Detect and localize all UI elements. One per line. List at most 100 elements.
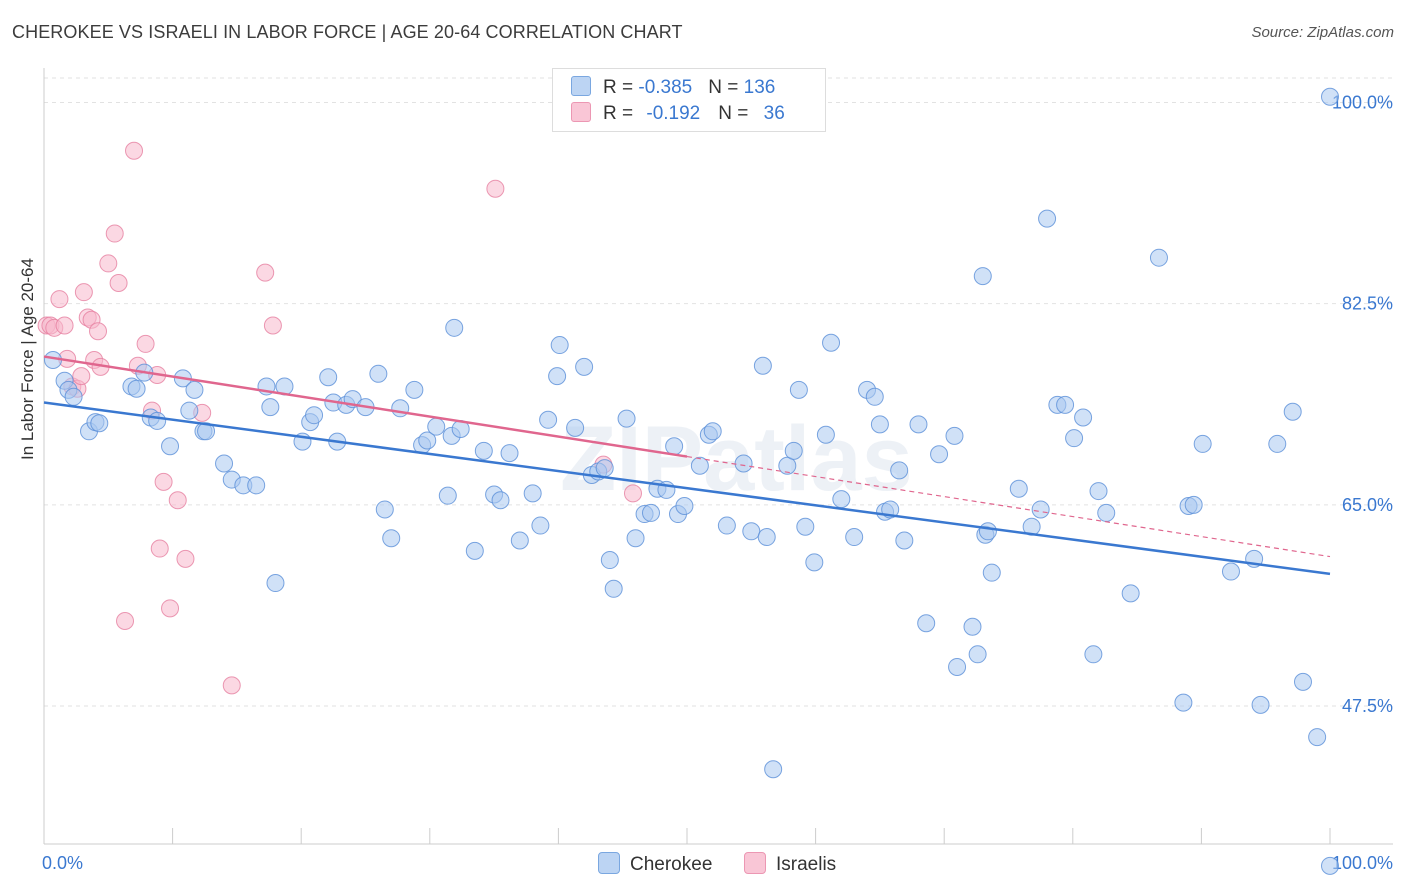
cherokee-point <box>665 437 684 456</box>
israeli-point <box>263 316 282 335</box>
israeli-point <box>55 316 74 335</box>
cherokee-point <box>1308 728 1327 747</box>
legend-r-label: R = <box>603 77 639 98</box>
cherokee-point <box>1184 495 1203 514</box>
cherokee-point <box>375 500 394 519</box>
israeli-point <box>116 611 135 630</box>
bottom-legend-cherokee: Cherokee <box>598 852 712 876</box>
cherokee-point <box>973 267 992 286</box>
cherokee-point <box>1174 693 1193 712</box>
legend-n-label: N = <box>708 77 744 98</box>
cherokee-point <box>566 418 585 437</box>
cherokee-point <box>382 529 401 548</box>
cherokee-point <box>197 422 216 441</box>
israeli-point <box>89 322 108 341</box>
cherokee-point <box>161 437 180 456</box>
israeli-swatch <box>571 102 591 122</box>
chart-title: CHEROKEE VS ISRAELI IN LABOR FORCE | AGE… <box>12 22 683 42</box>
cherokee-point <box>261 398 280 417</box>
cherokee-point <box>1056 395 1075 414</box>
cherokee-point <box>675 497 694 516</box>
legend-n-value: 36 <box>763 103 785 124</box>
cherokee-point <box>491 491 510 510</box>
cherokee-point <box>127 379 146 398</box>
gridlines <box>44 77 1394 707</box>
cherokee-point <box>757 528 776 547</box>
cherokee-point <box>789 380 808 399</box>
cherokee-swatch <box>571 76 591 96</box>
israeli-point <box>168 491 187 510</box>
cherokee-point <box>445 318 464 337</box>
cherokee-point <box>1251 695 1270 714</box>
cherokee-point <box>1009 479 1028 498</box>
israeli-point <box>109 273 128 292</box>
legend-r-label: R = <box>603 103 639 124</box>
cherokee-point <box>595 459 614 478</box>
y-axis-label: In Labor Force | Age 20-64 <box>18 258 37 460</box>
legend-r-value: -0.192 <box>646 103 701 124</box>
cherokee-point <box>617 409 636 428</box>
cherokee-point <box>909 415 928 434</box>
israeli-swatch <box>744 852 766 874</box>
cherokee-point <box>717 516 736 535</box>
cherokee-point <box>305 406 324 425</box>
cherokee-point <box>1031 500 1050 519</box>
israeli-point <box>623 484 642 503</box>
cherokee-point <box>405 380 424 399</box>
cherokee-point <box>474 441 493 460</box>
cherokee-point <box>247 476 266 495</box>
cherokee-point <box>626 529 645 548</box>
cherokee-point <box>510 531 529 550</box>
cherokee-point <box>1097 503 1116 522</box>
cherokee-point <box>641 503 660 522</box>
cherokee-point <box>418 431 437 450</box>
cherokee-point <box>319 368 338 387</box>
cherokee-point <box>890 461 909 480</box>
cherokee-point <box>1121 584 1140 603</box>
cherokee-point <box>865 387 884 406</box>
israeli-point <box>50 290 69 309</box>
cherokee-point <box>1084 645 1103 664</box>
cherokee-point <box>548 367 567 386</box>
israeli-point <box>150 539 169 558</box>
cherokee-point <box>703 422 722 441</box>
israeli-points <box>37 141 642 695</box>
cherokee-point <box>963 617 982 636</box>
cherokee-point <box>1321 856 1339 875</box>
israeli-point <box>161 599 180 618</box>
cherokee-point <box>438 486 457 505</box>
israeli-point <box>74 283 93 302</box>
cherokee-point <box>465 541 484 560</box>
cherokee-point <box>1149 248 1168 267</box>
cherokee-point <box>1193 434 1212 453</box>
cherokee-point <box>816 425 835 444</box>
cherokee-point <box>832 490 851 509</box>
bottom-legend-israelis: Israelis <box>744 852 836 876</box>
cherokee-point <box>1074 408 1093 427</box>
israeli-trend-dashed <box>686 455 1331 558</box>
cherokee-point <box>945 426 964 445</box>
legend-row-cherokee: R = -0.385 N = 136 <box>571 76 775 100</box>
cherokee-point <box>948 657 967 676</box>
cherokee-point <box>805 553 824 572</box>
israeli-point <box>72 367 91 386</box>
y-tick-label: 65.0% <box>1342 495 1393 515</box>
cherokee-point <box>266 574 285 593</box>
cherokee-point <box>1038 209 1057 228</box>
y-tick-label: 47.5% <box>1342 696 1393 716</box>
cherokee-point <box>822 333 841 352</box>
cherokee-point <box>1293 672 1312 691</box>
cherokee-point <box>369 364 388 383</box>
cherokee-point <box>968 645 987 664</box>
y-tick-label: 82.5% <box>1342 294 1393 314</box>
israeli-point <box>105 224 124 243</box>
cherokee-point <box>778 456 797 475</box>
cherokee-point <box>391 399 410 418</box>
cherokee-point <box>1221 562 1240 581</box>
bottom-legend-cherokee-label: Cherokee <box>630 854 713 875</box>
israeli-point <box>125 141 144 160</box>
legend-r-value: -0.385 <box>638 77 693 98</box>
cherokee-point <box>604 579 623 598</box>
cherokee-point <box>1321 87 1339 106</box>
